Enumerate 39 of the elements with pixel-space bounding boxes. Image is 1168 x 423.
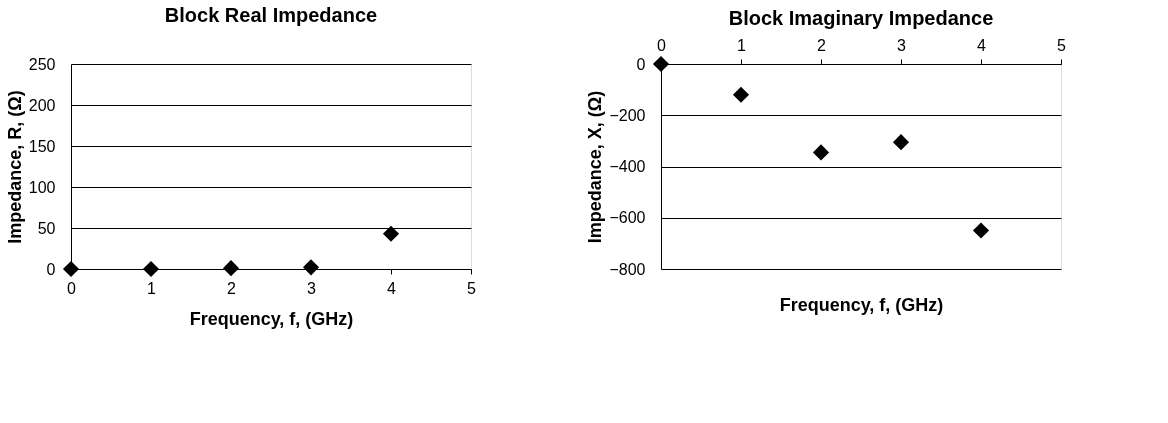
x-tick-label: 3 xyxy=(897,36,907,54)
point xyxy=(812,144,830,161)
y-tick-label: 250 xyxy=(28,55,56,73)
y-tick-label: 100 xyxy=(28,178,56,196)
x-axis-title: Frequency, f, (GHz) xyxy=(779,294,944,315)
x-tick-label: 2 xyxy=(817,36,827,54)
point xyxy=(382,225,400,242)
y-tick-label: −600 xyxy=(609,209,646,227)
point xyxy=(972,222,990,239)
point xyxy=(142,260,160,278)
x-tick-label: 5 xyxy=(1057,36,1067,54)
y-tick-label: −400 xyxy=(609,158,646,175)
x-tick-label: 2 xyxy=(227,279,237,297)
point xyxy=(732,86,750,103)
x-tick-label: 1 xyxy=(147,279,157,297)
chart-title: Block Imaginary Impedance xyxy=(728,7,994,29)
x-axis-title: Frequency, f, (GHz) xyxy=(189,308,354,329)
point xyxy=(62,260,80,278)
y-tick-label: 150 xyxy=(28,137,56,155)
y-axis-title: Impedance, X, (Ω) xyxy=(585,90,606,244)
y-tick-label: 200 xyxy=(28,96,56,114)
x-tick-label: 3 xyxy=(307,279,317,297)
point xyxy=(222,260,240,277)
x-tick-label: 5 xyxy=(467,279,477,297)
y-tick-label: 0 xyxy=(636,55,646,73)
chart-title: Block Real Impedance xyxy=(164,4,378,26)
x-tick-label: 1 xyxy=(737,36,747,54)
point xyxy=(302,259,320,276)
y-tick-label: 50 xyxy=(37,219,56,237)
y-tick-label: −200 xyxy=(609,106,646,124)
point xyxy=(652,55,670,73)
x-tick-label: 4 xyxy=(387,279,397,297)
x-tick-label: 4 xyxy=(977,36,987,54)
x-tick-label: 0 xyxy=(67,279,77,297)
y-tick-label: −800 xyxy=(609,260,646,278)
x-tick-label: 0 xyxy=(657,36,667,54)
y-axis-title: Impedance, R, (Ω) xyxy=(4,90,25,244)
point xyxy=(892,134,910,151)
y-tick-label: 0 xyxy=(46,260,56,278)
